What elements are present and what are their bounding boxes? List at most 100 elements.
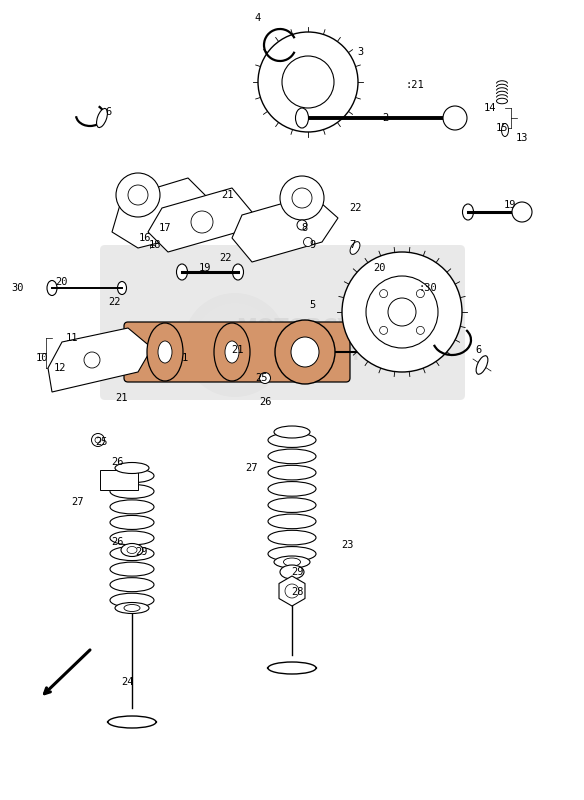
Circle shape xyxy=(191,211,213,233)
Ellipse shape xyxy=(214,323,250,381)
Text: 21: 21 xyxy=(222,190,234,200)
Text: 12: 12 xyxy=(54,363,66,373)
Polygon shape xyxy=(148,188,252,252)
Circle shape xyxy=(258,32,358,132)
Ellipse shape xyxy=(280,176,324,220)
Polygon shape xyxy=(232,195,338,262)
Circle shape xyxy=(380,326,388,334)
Text: 1: 1 xyxy=(182,353,188,363)
Polygon shape xyxy=(112,178,212,248)
Ellipse shape xyxy=(116,173,160,217)
Circle shape xyxy=(193,303,277,387)
Ellipse shape xyxy=(124,605,140,611)
Text: 22: 22 xyxy=(219,253,231,263)
Ellipse shape xyxy=(502,123,509,137)
Text: 6: 6 xyxy=(475,345,481,355)
Ellipse shape xyxy=(96,109,107,127)
Text: 26: 26 xyxy=(259,397,271,407)
Text: 17: 17 xyxy=(159,223,171,233)
Text: 27: 27 xyxy=(246,463,258,473)
Text: 27: 27 xyxy=(72,497,84,507)
Circle shape xyxy=(388,298,416,326)
Text: 18: 18 xyxy=(149,240,161,250)
Ellipse shape xyxy=(115,462,149,474)
Circle shape xyxy=(366,276,438,348)
Circle shape xyxy=(443,106,467,130)
Ellipse shape xyxy=(446,108,458,128)
Text: :21: :21 xyxy=(406,80,425,90)
Text: 25: 25 xyxy=(96,437,108,447)
Ellipse shape xyxy=(297,220,307,230)
Circle shape xyxy=(380,290,388,298)
Text: 5: 5 xyxy=(309,300,315,310)
Ellipse shape xyxy=(147,323,183,381)
Text: 11: 11 xyxy=(66,333,78,343)
Text: 10: 10 xyxy=(36,353,48,363)
Circle shape xyxy=(282,56,334,108)
Ellipse shape xyxy=(176,264,187,280)
Ellipse shape xyxy=(128,185,148,205)
Text: 2: 2 xyxy=(382,113,388,123)
Ellipse shape xyxy=(476,356,488,374)
Ellipse shape xyxy=(304,238,312,246)
Text: 4: 4 xyxy=(255,13,261,23)
Text: 24: 24 xyxy=(121,677,134,687)
Ellipse shape xyxy=(296,108,308,128)
Ellipse shape xyxy=(92,434,105,446)
Text: 3: 3 xyxy=(357,47,363,57)
Text: 21: 21 xyxy=(232,345,244,355)
Ellipse shape xyxy=(95,437,101,443)
FancyBboxPatch shape xyxy=(124,322,350,382)
Text: 19: 19 xyxy=(504,200,516,210)
Text: 6: 6 xyxy=(105,107,111,117)
Ellipse shape xyxy=(275,320,335,384)
Ellipse shape xyxy=(274,556,310,568)
Ellipse shape xyxy=(117,282,127,294)
Ellipse shape xyxy=(291,337,319,367)
Text: 30: 30 xyxy=(12,283,25,293)
Text: 26: 26 xyxy=(112,457,124,467)
Text: 29: 29 xyxy=(292,567,304,577)
Text: 21: 21 xyxy=(116,393,128,403)
Ellipse shape xyxy=(47,281,57,295)
Ellipse shape xyxy=(232,264,244,280)
Ellipse shape xyxy=(280,565,304,579)
Text: 14: 14 xyxy=(484,103,496,113)
Ellipse shape xyxy=(225,341,239,363)
Text: 26: 26 xyxy=(112,537,124,547)
Circle shape xyxy=(416,290,425,298)
Circle shape xyxy=(342,252,462,372)
Ellipse shape xyxy=(283,558,301,566)
Text: 16: 16 xyxy=(139,233,151,243)
Text: 20: 20 xyxy=(374,263,386,273)
Ellipse shape xyxy=(463,204,474,220)
Text: 20: 20 xyxy=(55,277,68,287)
Text: 22: 22 xyxy=(109,297,121,307)
Ellipse shape xyxy=(350,242,360,254)
Text: 25: 25 xyxy=(256,373,268,383)
Text: :30: :30 xyxy=(419,283,437,293)
Circle shape xyxy=(512,202,532,222)
Text: 29: 29 xyxy=(135,547,148,557)
Text: 23: 23 xyxy=(342,540,354,550)
Text: MOTORCYCLE: MOTORCYCLE xyxy=(236,318,394,338)
Circle shape xyxy=(285,584,299,598)
Circle shape xyxy=(84,352,100,368)
Text: 22: 22 xyxy=(349,203,361,213)
Ellipse shape xyxy=(516,204,527,220)
Polygon shape xyxy=(279,576,305,606)
Text: 8: 8 xyxy=(302,223,308,233)
Text: 19: 19 xyxy=(199,263,211,273)
Ellipse shape xyxy=(121,543,143,557)
Text: SPAREPARTS: SPAREPARTS xyxy=(256,346,374,364)
Text: 9: 9 xyxy=(309,240,315,250)
Ellipse shape xyxy=(127,546,137,554)
Circle shape xyxy=(183,293,287,397)
Bar xyxy=(100,470,138,490)
Text: 15: 15 xyxy=(496,123,508,133)
Text: 13: 13 xyxy=(516,133,529,143)
Ellipse shape xyxy=(268,662,316,674)
Text: 7: 7 xyxy=(349,240,355,250)
Ellipse shape xyxy=(292,188,312,208)
Ellipse shape xyxy=(274,426,310,438)
